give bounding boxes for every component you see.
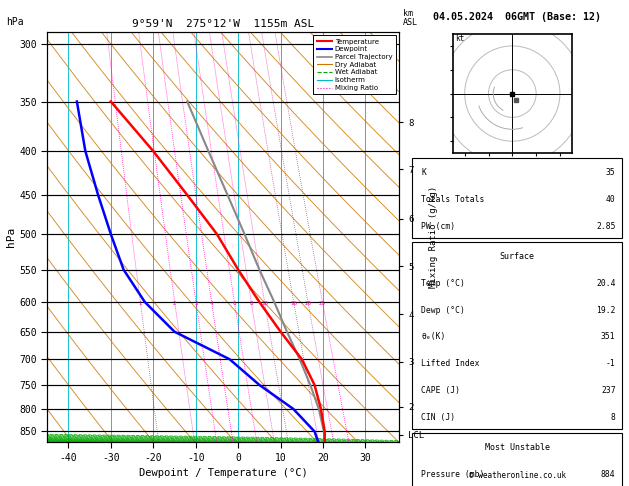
- Text: 20.4: 20.4: [596, 279, 616, 288]
- Y-axis label: hPa: hPa: [6, 227, 16, 247]
- Text: θₑ(K): θₑ(K): [421, 332, 446, 342]
- Text: 19.2: 19.2: [596, 306, 616, 315]
- Y-axis label: Mixing Ratio (g/kg): Mixing Ratio (g/kg): [429, 186, 438, 288]
- Text: 16: 16: [290, 301, 297, 306]
- Text: PW (cm): PW (cm): [421, 222, 455, 231]
- Text: 40: 40: [606, 195, 616, 204]
- Legend: Temperature, Dewpoint, Parcel Trajectory, Dry Adiabat, Wet Adiabat, Isotherm, Mi: Temperature, Dewpoint, Parcel Trajectory…: [313, 35, 396, 94]
- Text: 4: 4: [210, 301, 213, 306]
- Text: 6: 6: [233, 301, 236, 306]
- Text: 1: 1: [138, 301, 142, 306]
- Text: 35: 35: [606, 168, 616, 177]
- Text: hPa: hPa: [6, 17, 24, 27]
- Bar: [413, 242, 622, 429]
- Text: CAPE (J): CAPE (J): [421, 386, 460, 395]
- Text: 10: 10: [261, 301, 268, 306]
- Text: 04.05.2024  06GMT (Base: 12): 04.05.2024 06GMT (Base: 12): [433, 12, 601, 22]
- Text: © weatheronline.co.uk: © weatheronline.co.uk: [469, 471, 566, 480]
- Text: -1: -1: [606, 359, 616, 368]
- Text: km
ASL: km ASL: [403, 9, 418, 27]
- Text: 20: 20: [304, 301, 311, 306]
- X-axis label: Dewpoint / Temperature (°C): Dewpoint / Temperature (°C): [139, 468, 308, 478]
- Text: 237: 237: [601, 386, 616, 395]
- Text: 8: 8: [611, 413, 616, 422]
- Text: Pressure (mb): Pressure (mb): [421, 470, 485, 479]
- Text: 2.85: 2.85: [596, 222, 616, 231]
- Text: Surface: Surface: [500, 252, 535, 261]
- Text: 884: 884: [601, 470, 616, 479]
- Bar: [413, 433, 622, 486]
- Text: CIN (J): CIN (J): [421, 413, 455, 422]
- Text: 3: 3: [194, 301, 198, 306]
- Title: 9°59'N  275°12'W  1155m ASL: 9°59'N 275°12'W 1155m ASL: [132, 19, 314, 30]
- Text: Temp (°C): Temp (°C): [421, 279, 465, 288]
- Text: Dewp (°C): Dewp (°C): [421, 306, 465, 315]
- Text: 8: 8: [250, 301, 253, 306]
- Bar: [413, 158, 622, 238]
- Text: Totals Totals: Totals Totals: [421, 195, 485, 204]
- Text: Most Unstable: Most Unstable: [485, 443, 550, 452]
- Text: 351: 351: [601, 332, 616, 342]
- Text: K: K: [421, 168, 426, 177]
- Text: kt: kt: [455, 34, 464, 43]
- Text: Lifted Index: Lifted Index: [421, 359, 480, 368]
- Text: 2: 2: [173, 301, 176, 306]
- Text: 25: 25: [319, 301, 326, 306]
